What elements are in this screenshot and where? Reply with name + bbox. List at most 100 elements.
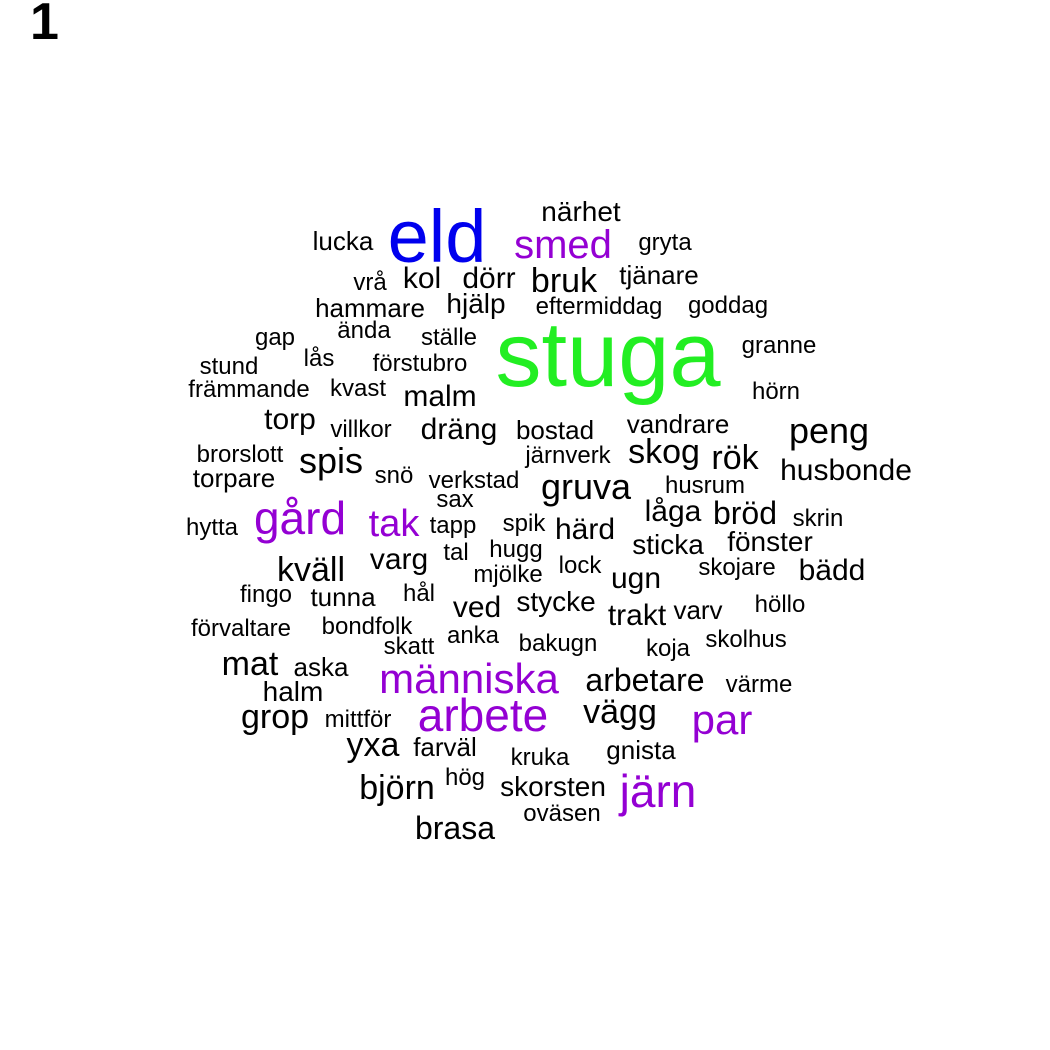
word-hammare: hammare (315, 293, 425, 323)
word-skatt: skatt (383, 633, 435, 660)
word-badd: bädd (798, 554, 866, 587)
word-eld: eld (387, 195, 487, 278)
word-dorr: dörr (462, 262, 516, 295)
word-hard: härd (554, 513, 616, 546)
word-par: par (691, 696, 753, 743)
word-verkstad: verkstad (428, 467, 520, 494)
word-frammande: främmande (188, 376, 310, 403)
word-anda: ända (337, 317, 391, 344)
word-ved: ved (452, 591, 502, 624)
word-lock: lock (558, 552, 602, 579)
word-forvaltare: förvaltare (190, 615, 292, 642)
word-brasa: brasa (414, 810, 496, 846)
word-skrin: skrin (792, 505, 844, 532)
word-villkor: villkor (330, 416, 392, 443)
word-torpare: torpare (192, 463, 276, 493)
word-hog: hög (444, 764, 486, 791)
word-tunna: tunna (310, 582, 376, 612)
word-drang: dräng (420, 413, 498, 446)
word-gard: gård (253, 492, 347, 544)
word-vandrare: vandrare (626, 409, 730, 439)
word-stuga: stuga (495, 304, 721, 406)
word-anka: anka (446, 622, 500, 649)
word-ugn: ugn (610, 562, 662, 595)
word-stycke: stycke (516, 586, 596, 617)
word-bostad: bostad (515, 415, 595, 445)
word-skojare: skojare (698, 554, 776, 581)
word-malm: malm (403, 380, 477, 413)
word-husbonde: husbonde (780, 454, 912, 487)
word-lucka: lucka (312, 226, 374, 256)
word-smed: smed (514, 223, 612, 267)
word-mat: mat (221, 645, 279, 683)
word-brorslott: brorslott (196, 441, 284, 468)
word-sax: sax (436, 486, 474, 513)
word-skorsten: skorsten (500, 771, 606, 802)
word-hugg: hugg (489, 536, 543, 563)
word-mittfor: mittför (324, 706, 392, 733)
word-bakugn: bakugn (518, 630, 598, 657)
word-laga: låga (644, 495, 702, 528)
word-hytta: hytta (185, 514, 239, 541)
word-fingo: fingo (239, 581, 293, 608)
word-eftermiddag: eftermiddag (535, 293, 663, 320)
word-gap: gap (254, 324, 296, 351)
word-hal: hål (402, 580, 436, 607)
word-tak: tak (368, 503, 420, 545)
word-arbete: arbete (417, 689, 549, 741)
word-varme: värme (725, 671, 793, 698)
word-hollo: höllo (754, 591, 806, 618)
word-farval: farväl (413, 732, 477, 762)
word-kvast: kvast (329, 375, 387, 402)
word-horn: hörn (751, 378, 801, 405)
panel-label: 1 (30, 0, 59, 51)
word-kruka: kruka (510, 744, 570, 771)
word-koja: koja (645, 635, 691, 662)
word-narhet: närhet (541, 196, 621, 227)
word-trakt: trakt (607, 599, 667, 632)
word-gryta: gryta (638, 229, 692, 256)
word-brod: bröd (712, 495, 778, 531)
word-husrum: husrum (664, 472, 746, 499)
word-vra: vrå (353, 269, 387, 296)
word-varg: varg (369, 543, 429, 576)
word-tjanare: tjänare (619, 260, 699, 290)
word-varv: varv (673, 595, 723, 625)
word-peng: peng (788, 410, 870, 451)
word-kol: kol (402, 262, 442, 295)
word-granne: granne (741, 332, 817, 359)
word-halm: halm (262, 676, 324, 707)
word-arbetare: arbetare (585, 662, 705, 698)
word-ovasen: oväsen (523, 800, 601, 827)
word-tal: tal (443, 539, 469, 566)
word-kvall: kväll (276, 551, 346, 589)
word-gnista: gnista (606, 735, 676, 765)
word-stalle: ställe (420, 324, 478, 351)
word-tapp: tapp (429, 512, 477, 539)
word-fonster: fönster (727, 526, 813, 557)
word-spis: spis (298, 440, 364, 481)
word-las: lås (303, 345, 335, 372)
word-forstubro: förstubro (372, 350, 468, 377)
word-skolhus: skolhus (705, 626, 787, 653)
word-sticka: sticka (632, 529, 704, 560)
word-sno: snö (374, 462, 414, 489)
word-bruk: bruk (530, 262, 598, 300)
word-yxa: yxa (346, 726, 400, 764)
word-gruva: gruva (540, 466, 632, 507)
word-bondfolk: bondfolk (321, 613, 413, 640)
word-goddag: goddag (687, 292, 769, 319)
word-vagg: vägg (583, 693, 657, 731)
word-hjalp: hjälp (446, 288, 506, 319)
word-jarnverk: järnverk (525, 442, 611, 469)
word-jarn: järn (619, 765, 697, 817)
word-mjolke: mjölke (473, 561, 543, 588)
word-bjorn: björn (359, 769, 435, 807)
word-skog: skog (628, 433, 700, 471)
word-grop: grop (240, 698, 310, 736)
word-rok: rök (711, 439, 759, 477)
word-torp: torp (264, 403, 316, 436)
word-manniska: människa (379, 655, 559, 702)
